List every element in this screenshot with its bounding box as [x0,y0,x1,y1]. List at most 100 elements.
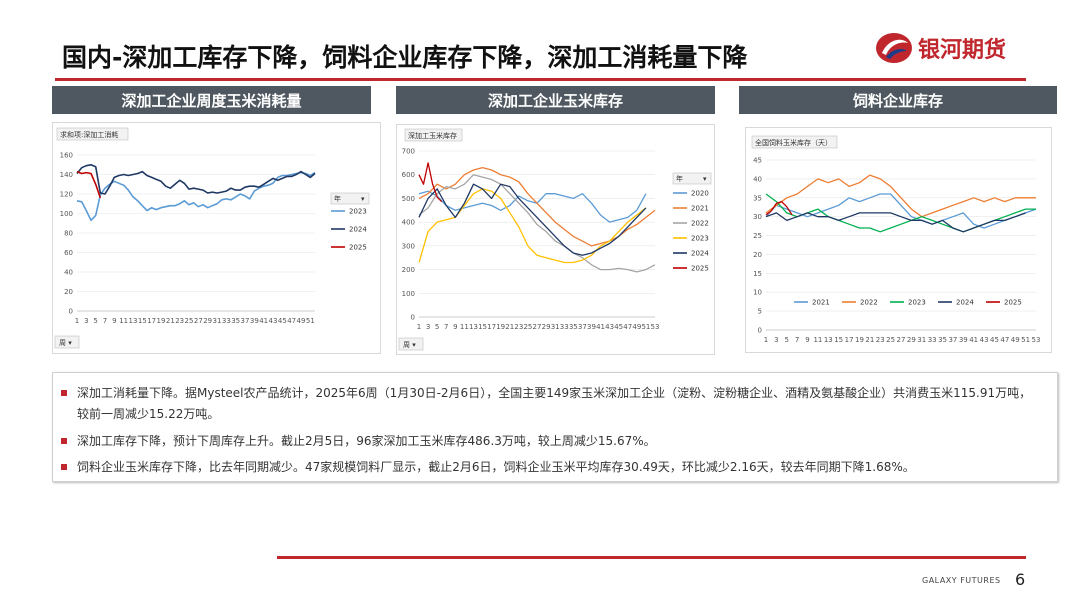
x-tick-label: 27 [897,336,906,344]
company-logo: 银河期货 [874,28,1006,68]
bullet-icon [61,463,67,470]
legend-label: 2025 [1004,299,1022,307]
legend-label: 2023 [691,235,709,243]
y-tick-label: 35 [753,194,762,202]
y-tick-label: 20 [753,251,762,259]
page-number: 6 [1015,570,1026,589]
x-tick-label: 41 [259,317,268,325]
y-tick-label: 20 [64,288,73,296]
x-tick-label: 35 [569,323,578,331]
x-tick-label: 27 [194,317,203,325]
legend-title-box [672,172,712,185]
x-tick-label: 29 [907,336,916,344]
y-tick-label: 0 [758,327,762,335]
y-tick-label: 25 [753,232,762,240]
x-tick-label: 31 [213,317,222,325]
x-tick-label: 1 [75,317,79,325]
y-tick-label: 300 [402,242,415,250]
x-tick-label: 1 [417,323,421,331]
x-tick-label: 33 [560,323,569,331]
x-tick-label: 21 [166,317,175,325]
x-tick-label: 33 [222,317,231,325]
series-line-2025 [418,162,443,203]
x-tick-label: 41 [969,336,978,344]
x-tick-label: 43 [980,336,989,344]
y-tick-label: 100 [60,210,73,218]
y-tick-label: 10 [753,289,762,297]
chart-inventory: 深加工玉米库存 0 100 200 300 400 500 600 700 1 3 5 7 9 11 13 15… [396,124,715,355]
y-tick-label: 160 [60,152,73,160]
legend-title: 年 [676,174,683,183]
legend-label: 2020 [691,190,709,198]
x-tick-label: 37 [578,323,587,331]
y-tick-label: 600 [402,171,415,179]
legend-label: 2021 [812,299,830,307]
y-tick-label: 700 [402,148,415,156]
x-tick-label: 7 [444,323,448,331]
x-tick-label: 49 [1011,336,1020,344]
y-tick-label: 40 [753,175,762,183]
series-line-2024 [765,212,1026,233]
x-tick-label: 9 [112,317,116,325]
x-tick-label: 13 [824,336,833,344]
legend-filter-icon: ▾ [361,195,365,203]
x-tick-label: 17 [845,336,854,344]
series-line-2021 [765,193,1037,229]
y-tick-label: 15 [753,270,762,278]
bullet-icon [61,437,67,444]
x-tick-label: 39 [250,317,259,325]
x-tick-label: 47 [623,323,632,331]
x-tick-label: 41 [596,323,605,331]
x-tick-label: 23 [514,323,523,331]
series-line-2021 [418,166,656,247]
x-tick-label: 17 [147,317,156,325]
x-tick-label: 51 [641,323,650,331]
x-tick-label: 45 [614,323,623,331]
panel-header-feed-inventory: 饲料企业库存 [739,86,1057,114]
series-line-2022 [418,174,656,273]
x-tick-label: 11 [813,336,822,344]
x-tick-label: 17 [487,323,496,331]
x-tick-label: 11 [119,317,128,325]
panel-header-consumption: 深加工企业周度玉米消耗量 [52,86,371,114]
x-tick-label: 35 [938,336,947,344]
y-tick-label: 100 [402,290,415,298]
series-line-2024 [418,183,647,256]
footer-brand: GALAXY FUTURES [922,576,1001,585]
note-consumption: 深加工消耗量下降。据Mysteel农产品统计，2025年6周（1月30日-2月6… [61,383,1041,404]
x-tick-label: 3 [426,323,430,331]
x-tick-label: 33 [928,336,937,344]
chart-consumption: 求和项:深加工消耗 0 20 40 60 80 100 120 140 160 1 3 5 7 9 11 13 1… [52,122,381,354]
legend-label: 2024 [956,299,974,307]
series-line-2025 [76,170,102,199]
x-tick-label: 51 [1021,336,1030,344]
bullet-icon [61,389,67,396]
x-tick-label: 31 [917,336,926,344]
y-tick-label: 5 [758,308,762,316]
x-field-button [398,337,424,351]
x-tick-label: 3 [84,317,88,325]
x-tick-label: 37 [948,336,957,344]
x-tick-label: 19 [855,336,864,344]
note-feed: 饲料企业玉米库存下降，比去年同期减少。47家规模饲料厂显示，截止2月6日，饲料企… [61,457,1041,478]
x-tick-label: 3 [774,336,778,344]
series-line-2025 [765,200,793,216]
x-tick-label: 5 [93,317,97,325]
series-line-2020 [418,190,647,223]
x-tick-label: 9 [453,323,457,331]
note-feed-text: 饲料企业玉米库存下降，比去年同期减少。47家规模饲料厂显示，截止2月6日，饲料企… [77,460,915,474]
x-tick-label: 43 [269,317,278,325]
x-tick-label: 37 [241,317,250,325]
x-tick-label: 29 [203,317,212,325]
x-tick-label: 25 [523,323,532,331]
x-tick-label: 1 [764,336,768,344]
note-inventory-text: 深加工库存下降，预计下周库存上升。截止2月5日，96家深加工玉米库存486.3万… [77,434,656,448]
x-tick-label: 5 [435,323,439,331]
x-tick-label: 49 [297,317,306,325]
series-line-2023 [418,188,647,264]
x-tick-label: 11 [460,323,469,331]
legend-title-box [330,192,370,205]
chart-title-box [56,127,129,141]
